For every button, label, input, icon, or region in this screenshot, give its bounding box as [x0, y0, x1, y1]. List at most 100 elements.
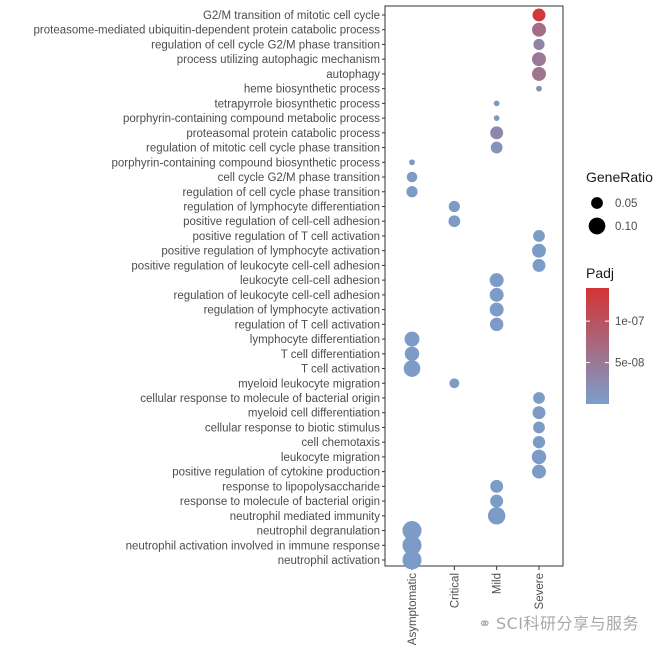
- data-point: [531, 449, 547, 465]
- y-tick-label: T cell activation: [301, 364, 380, 376]
- data-points: [402, 8, 547, 570]
- y-tick-label: regulation of cell cycle phase transitio…: [182, 187, 380, 199]
- y-tick-label: porphyrin-containing compound biosynthet…: [112, 157, 381, 169]
- data-point: [533, 421, 545, 434]
- size-legend-label: 0.10: [615, 221, 637, 233]
- data-point: [449, 378, 460, 389]
- data-point: [487, 507, 506, 525]
- data-point: [493, 100, 500, 107]
- data-point: [536, 85, 542, 92]
- y-tick-label: regulation of lymphocyte differentiation: [183, 201, 380, 213]
- data-point: [489, 317, 504, 332]
- data-point: [403, 360, 421, 377]
- data-point: [489, 273, 504, 288]
- y-tick-label: regulation of T cell activation: [235, 319, 380, 331]
- y-axis-labels: G2/M transition of mitotic cell cycle pro…: [34, 10, 381, 567]
- y-tick-label: positive regulation of lymphocyte activa…: [161, 246, 380, 258]
- data-point: [448, 200, 460, 213]
- color-legend-label: 5e-08: [615, 358, 644, 370]
- y-tick-label: leukocyte migration: [281, 452, 380, 464]
- y-tick-label: response to molecule of bacterial origin: [180, 496, 380, 508]
- y-axis-ticks: [382, 14, 385, 561]
- data-point: [532, 464, 546, 479]
- color-legend-bar: [586, 288, 609, 404]
- y-tick-label: G2/M transition of mitotic cell cycle: [203, 10, 380, 22]
- y-tick-label: regulation of lymphocyte activation: [204, 305, 380, 317]
- y-tick-label: neutrophil mediated immunity: [230, 511, 380, 523]
- data-point: [532, 22, 546, 37]
- data-point: [532, 243, 546, 258]
- color-legend-ticks: 5e-08 1e-07: [586, 316, 644, 370]
- y-tick-label: cell chemotaxis: [301, 437, 380, 449]
- y-tick-label: regulation of leukocyte cell-cell adhesi…: [174, 290, 380, 302]
- y-tick-label: T cell differentiation: [281, 349, 380, 361]
- y-tick-label: neutrophil activation involved in immune…: [126, 540, 380, 552]
- data-point: [532, 406, 546, 420]
- x-tick-label: Mild: [492, 573, 504, 594]
- y-tick-label: positive regulation of cytokine producti…: [172, 467, 380, 479]
- watermark-text: SCI科研分享与服务: [495, 614, 639, 633]
- y-tick-label: cellular response to molecule of bacteri…: [140, 393, 380, 405]
- data-point: [489, 302, 504, 317]
- y-tick-label: tetrapyrrole biosynthetic process: [214, 98, 380, 110]
- y-tick-label: positive regulation of T cell activation: [192, 231, 380, 243]
- size-legend-key: [591, 197, 603, 209]
- x-axis-labels: Asymptomatic Critical Mild Severe: [407, 573, 546, 645]
- data-point: [532, 258, 546, 272]
- data-point: [404, 331, 420, 347]
- y-tick-label: neutrophil degranulation: [257, 526, 380, 538]
- y-tick-label: myeloid cell differentiation: [248, 408, 380, 420]
- data-point: [402, 550, 422, 570]
- data-point: [533, 38, 545, 51]
- data-point: [406, 186, 418, 198]
- color-legend-title: Padj: [586, 265, 614, 281]
- wechat-icon: ⚭: [478, 614, 492, 633]
- y-tick-label: lymphocyte differentiation: [250, 334, 380, 346]
- data-point: [490, 494, 504, 508]
- y-tick-label: regulation of cell cycle G2/M phase tran…: [151, 39, 380, 51]
- size-legend: 0.05 0.10: [588, 197, 637, 235]
- data-point: [532, 52, 546, 67]
- data-point: [493, 115, 500, 121]
- data-point: [404, 346, 420, 362]
- x-tick-label: Critical: [449, 573, 461, 608]
- y-tick-label: proteasome-mediated ubiquitin-dependent …: [34, 25, 381, 37]
- size-legend-key: [588, 217, 606, 235]
- y-tick-label: neutrophil activation: [278, 555, 380, 567]
- data-point: [532, 66, 546, 81]
- y-tick-label: regulation of mitotic cell cycle phase t…: [146, 143, 380, 155]
- size-legend-label: 0.05: [615, 198, 637, 210]
- y-tick-label: positive regulation of cell-cell adhesio…: [183, 216, 380, 228]
- y-tick-label: proteasomal protein catabolic process: [186, 128, 380, 140]
- x-tick-label: Severe: [534, 573, 546, 609]
- y-tick-label: autophagy: [326, 69, 380, 81]
- y-tick-label: cell cycle G2/M phase transition: [218, 172, 380, 184]
- data-point: [533, 392, 545, 404]
- y-tick-label: porphyrin-containing compound metabolic …: [123, 113, 380, 125]
- data-point: [402, 535, 422, 555]
- color-legend-label: 1e-07: [615, 316, 644, 328]
- y-tick-label: positive regulation of leukocyte cell-ce…: [131, 260, 380, 272]
- data-point: [490, 141, 503, 154]
- y-tick-label: process utilizing autophagic mechanism: [177, 54, 380, 66]
- data-point: [532, 8, 546, 22]
- x-axis-ticks: [411, 566, 540, 570]
- y-tick-label: heme biosynthetic process: [244, 84, 380, 96]
- y-tick-label: response to lipopolysaccharide: [222, 481, 380, 493]
- data-point: [533, 230, 545, 242]
- data-point: [490, 479, 504, 493]
- size-legend-title: GeneRatio: [586, 169, 653, 185]
- watermark: ⚭ SCI科研分享与服务: [478, 610, 639, 634]
- y-tick-label: leukocyte cell-cell adhesion: [240, 275, 380, 287]
- data-point: [532, 435, 546, 449]
- data-point: [489, 287, 504, 302]
- data-point: [406, 171, 418, 183]
- data-point: [402, 521, 422, 541]
- y-tick-label: cellular response to biotic stimulus: [205, 422, 380, 434]
- data-point: [448, 215, 461, 228]
- y-tick-label: myeloid leukocyte migration: [238, 378, 380, 390]
- data-point: [490, 126, 504, 140]
- data-point: [409, 159, 415, 166]
- plot-panel: [384, 5, 564, 567]
